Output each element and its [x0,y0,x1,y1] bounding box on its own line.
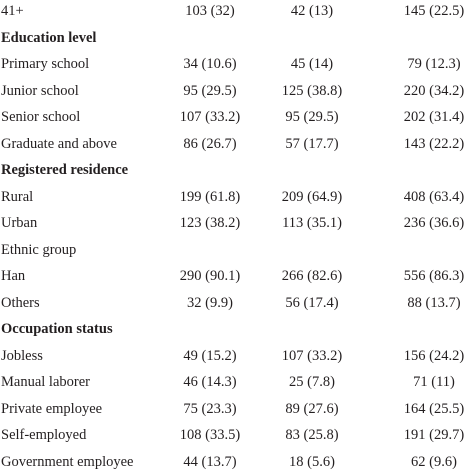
cell-col-1: 290 (90.1) [170,263,250,290]
cell-col-3: 220 (34.2) [396,78,472,105]
cell-col-1: 107 (33.2) [170,104,250,131]
cell-col-2: 25 (7.8) [272,369,352,396]
cell-col-1: 46 (14.3) [170,369,250,396]
section-heading-row: Registered residence [0,157,474,184]
cell-col-2: 125 (38.8) [272,78,352,105]
row-label: Graduate and above [1,131,117,158]
cell-col-1: 199 (61.8) [170,184,250,211]
row-label: Others [1,290,40,317]
cell-col-2: 266 (82.6) [272,263,352,290]
row-label: Self-employed [1,422,86,449]
table-row: Rural 199 (61.8) 209 (64.9) 408 (63.4) [0,184,474,211]
table-row: Others 32 (9.9) 56 (17.4) 88 (13.7) [0,290,474,317]
table-row: Junior school 95 (29.5) 125 (38.8) 220 (34.… [0,78,474,105]
cell-col-1: 108 (33.5) [170,422,250,449]
cell-col-2: 83 (25.8) [272,422,352,449]
cell-col-3: 145 (22.5) [396,0,472,25]
table-row: Primary school 34 (10.6) 45 (14) 79 (12.3) [0,51,474,78]
cell-col-1: 123 (38.2) [170,210,250,237]
cell-col-1: 49 (15.2) [170,343,250,370]
section-heading-row: Occupation status [0,316,474,343]
cell-col-2: 95 (29.5) [272,104,352,131]
table-row: Jobless 49 (15.2) 107 (33.2) 156 (24.2) [0,343,474,370]
cell-col-2: 18 (5.6) [272,449,352,475]
cell-col-3: 202 (31.4) [396,104,472,131]
row-label: Private employee [1,396,102,423]
row-label: Junior school [1,78,79,105]
cell-col-1: 86 (26.7) [170,131,250,158]
cell-col-2: 56 (17.4) [272,290,352,317]
cell-col-3: 191 (29.7) [396,422,472,449]
cell-col-2: 57 (17.7) [272,131,352,158]
cell-col-3: 62 (9.6) [396,449,472,475]
table-row: Han 290 (90.1) 266 (82.6) 556 (86.3) [0,263,474,290]
section-heading: Education level [1,25,96,52]
row-label: Senior school [1,104,80,131]
table-row: Graduate and above 86 (26.7) 57 (17.7) 143 … [0,131,474,158]
section-heading: Occupation status [1,316,113,343]
cell-col-3: 143 (22.2) [396,131,472,158]
table-row: Manual laborer 46 (14.3) 25 (7.8) 71 (11) [0,369,474,396]
cell-col-3: 71 (11) [396,369,472,396]
section-heading-row: Education level [0,25,474,52]
section-heading: Registered residence [1,157,128,184]
cell-col-3: 164 (25.5) [396,396,472,423]
group-heading-row: Ethnic group [0,237,474,264]
row-label: Rural [1,184,33,211]
group-heading: Ethnic group [1,237,76,264]
row-label: Manual laborer [1,369,90,396]
cell-col-1: 44 (13.7) [170,449,250,475]
table-row: Self-employed 108 (33.5) 83 (25.8) 191 (29.… [0,422,474,449]
cell-col-3: 88 (13.7) [396,290,472,317]
table-row: Private employee 75 (23.3) 89 (27.6) 164 (2… [0,396,474,423]
row-label: 41+ [1,0,24,25]
cell-col-2: 107 (33.2) [272,343,352,370]
cell-col-3: 408 (63.4) [396,184,472,211]
row-label: Urban [1,210,37,237]
table-row: Senior school 107 (33.2) 95 (29.5) 202 (31.… [0,104,474,131]
row-label: Government employee [1,449,133,475]
cell-col-2: 42 (13) [272,0,352,25]
cell-col-3: 236 (36.6) [396,210,472,237]
table-row: Government employee 44 (13.7) 18 (5.6) 62 (… [0,449,474,475]
cell-col-1: 75 (23.3) [170,396,250,423]
row-label: Jobless [1,343,43,370]
cell-col-3: 79 (12.3) [396,51,472,78]
table-row: 41+ 103 (32) 42 (13) 145 (22.5) [0,0,474,25]
row-label: Primary school [1,51,89,78]
row-label: Han [1,263,25,290]
cell-col-1: 103 (32) [170,0,250,25]
cell-col-3: 556 (86.3) [396,263,472,290]
cell-col-2: 89 (27.6) [272,396,352,423]
cell-col-3: 156 (24.2) [396,343,472,370]
cell-col-2: 113 (35.1) [272,210,352,237]
cell-col-1: 95 (29.5) [170,78,250,105]
table-row: Urban 123 (38.2) 113 (35.1) 236 (36.6) [0,210,474,237]
cell-col-1: 32 (9.9) [170,290,250,317]
cell-col-2: 209 (64.9) [272,184,352,211]
cell-col-1: 34 (10.6) [170,51,250,78]
cell-col-2: 45 (14) [272,51,352,78]
